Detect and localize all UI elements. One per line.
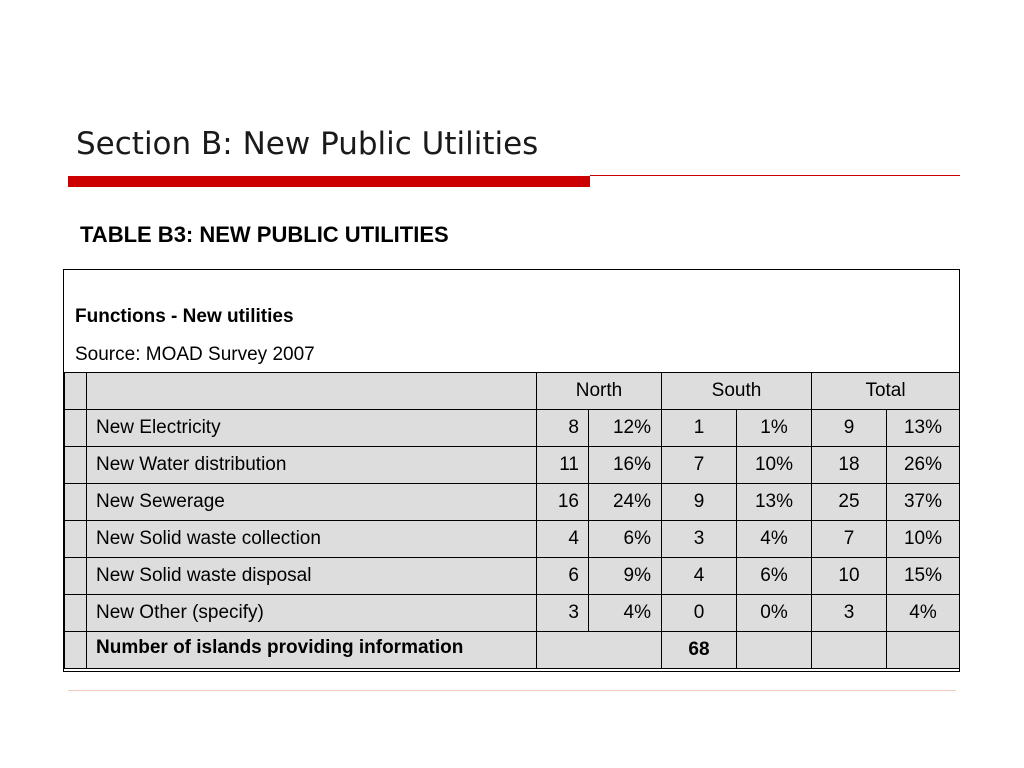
footer-blank-cell xyxy=(885,631,961,669)
total-count: 7 xyxy=(811,520,887,558)
row-marker xyxy=(64,372,87,410)
row-marker xyxy=(64,446,87,484)
north-percent: 16% xyxy=(588,446,662,484)
functions-label: Functions - New utilities xyxy=(75,306,294,327)
table-caption: TABLE B3: NEW PUBLIC UTILITIES xyxy=(80,222,449,247)
north-percent: 12% xyxy=(588,409,662,447)
south-count: 0 xyxy=(661,594,737,632)
row-marker xyxy=(64,483,87,521)
south-count: 9 xyxy=(661,483,737,521)
north-count: 3 xyxy=(536,594,589,632)
row-label: New Solid waste disposal xyxy=(86,557,537,595)
total-percent: 37% xyxy=(885,483,961,521)
total-percent: 10% xyxy=(885,520,961,558)
south-percent: 13% xyxy=(736,483,812,521)
row-label: New Water distribution xyxy=(86,446,537,484)
row-label: New Solid waste collection xyxy=(86,520,537,558)
total-count: 18 xyxy=(811,446,887,484)
row-label: New Electricity xyxy=(86,409,537,447)
row-marker xyxy=(64,631,87,669)
header-blank-cell xyxy=(86,372,537,410)
total-count: 9 xyxy=(811,409,887,447)
bottom-rule xyxy=(68,690,956,691)
title-accent-bar xyxy=(68,176,590,187)
south-count: 7 xyxy=(661,446,737,484)
north-count: 11 xyxy=(536,446,589,484)
north-count: 16 xyxy=(536,483,589,521)
slide-title: Section B: New Public Utilities xyxy=(76,126,539,162)
footer-label: Number of islands providing information xyxy=(86,631,537,669)
south-count: 4 xyxy=(661,557,737,595)
footer-blank-cell xyxy=(536,631,589,669)
total-count: 3 xyxy=(811,594,887,632)
total-count: 10 xyxy=(811,557,887,595)
table-row: New Solid waste collection 4 6% 3 4% 7 1… xyxy=(64,520,961,558)
south-percent: 6% xyxy=(736,557,812,595)
total-percent: 13% xyxy=(885,409,961,447)
south-percent: 4% xyxy=(736,520,812,558)
north-percent: 9% xyxy=(588,557,662,595)
row-label: New Other (specify) xyxy=(86,594,537,632)
header-row: North South Total xyxy=(64,372,961,410)
table-row: New Other (specify) 3 4% 0 0% 3 4% xyxy=(64,594,961,632)
table-row: New Water distribution 11 16% 7 10% 18 2… xyxy=(64,446,961,484)
header-total: Total xyxy=(810,372,961,410)
total-count: 25 xyxy=(811,483,887,521)
footer-blank-cell xyxy=(736,631,812,669)
footer-row: Number of islands providing information … xyxy=(64,631,961,669)
north-percent: 6% xyxy=(588,520,662,558)
south-count: 3 xyxy=(661,520,737,558)
north-count: 8 xyxy=(536,409,589,447)
data-grid: North South Total New Electricity 8 12% … xyxy=(64,372,961,669)
table-row: New Sewerage 16 24% 9 13% 25 37% xyxy=(64,483,961,521)
north-percent: 24% xyxy=(588,483,662,521)
south-percent: 0% xyxy=(736,594,812,632)
header-south: South xyxy=(661,372,812,410)
utilities-table: Functions - New utilities Source: MOAD S… xyxy=(63,269,961,672)
header-north: North xyxy=(536,372,662,410)
table-row: New Solid waste disposal 6 9% 4 6% 10 15… xyxy=(64,557,961,595)
table-row: New Electricity 8 12% 1 1% 9 13% xyxy=(64,409,961,447)
footer-blank-cell xyxy=(588,631,662,669)
total-percent: 4% xyxy=(885,594,961,632)
row-marker xyxy=(64,557,87,595)
north-count: 4 xyxy=(536,520,589,558)
footer-blank-cell xyxy=(811,631,887,669)
total-percent: 15% xyxy=(885,557,961,595)
south-count: 1 xyxy=(661,409,737,447)
row-marker xyxy=(64,520,87,558)
row-label: New Sewerage xyxy=(86,483,537,521)
source-label: Source: MOAD Survey 2007 xyxy=(75,344,315,365)
total-percent: 26% xyxy=(885,446,961,484)
north-percent: 4% xyxy=(588,594,662,632)
title-accent-line xyxy=(590,175,960,176)
footer-value: 68 xyxy=(661,631,737,669)
row-marker xyxy=(64,409,87,447)
north-count: 6 xyxy=(536,557,589,595)
south-percent: 1% xyxy=(736,409,812,447)
row-marker xyxy=(64,594,87,632)
south-percent: 10% xyxy=(736,446,812,484)
